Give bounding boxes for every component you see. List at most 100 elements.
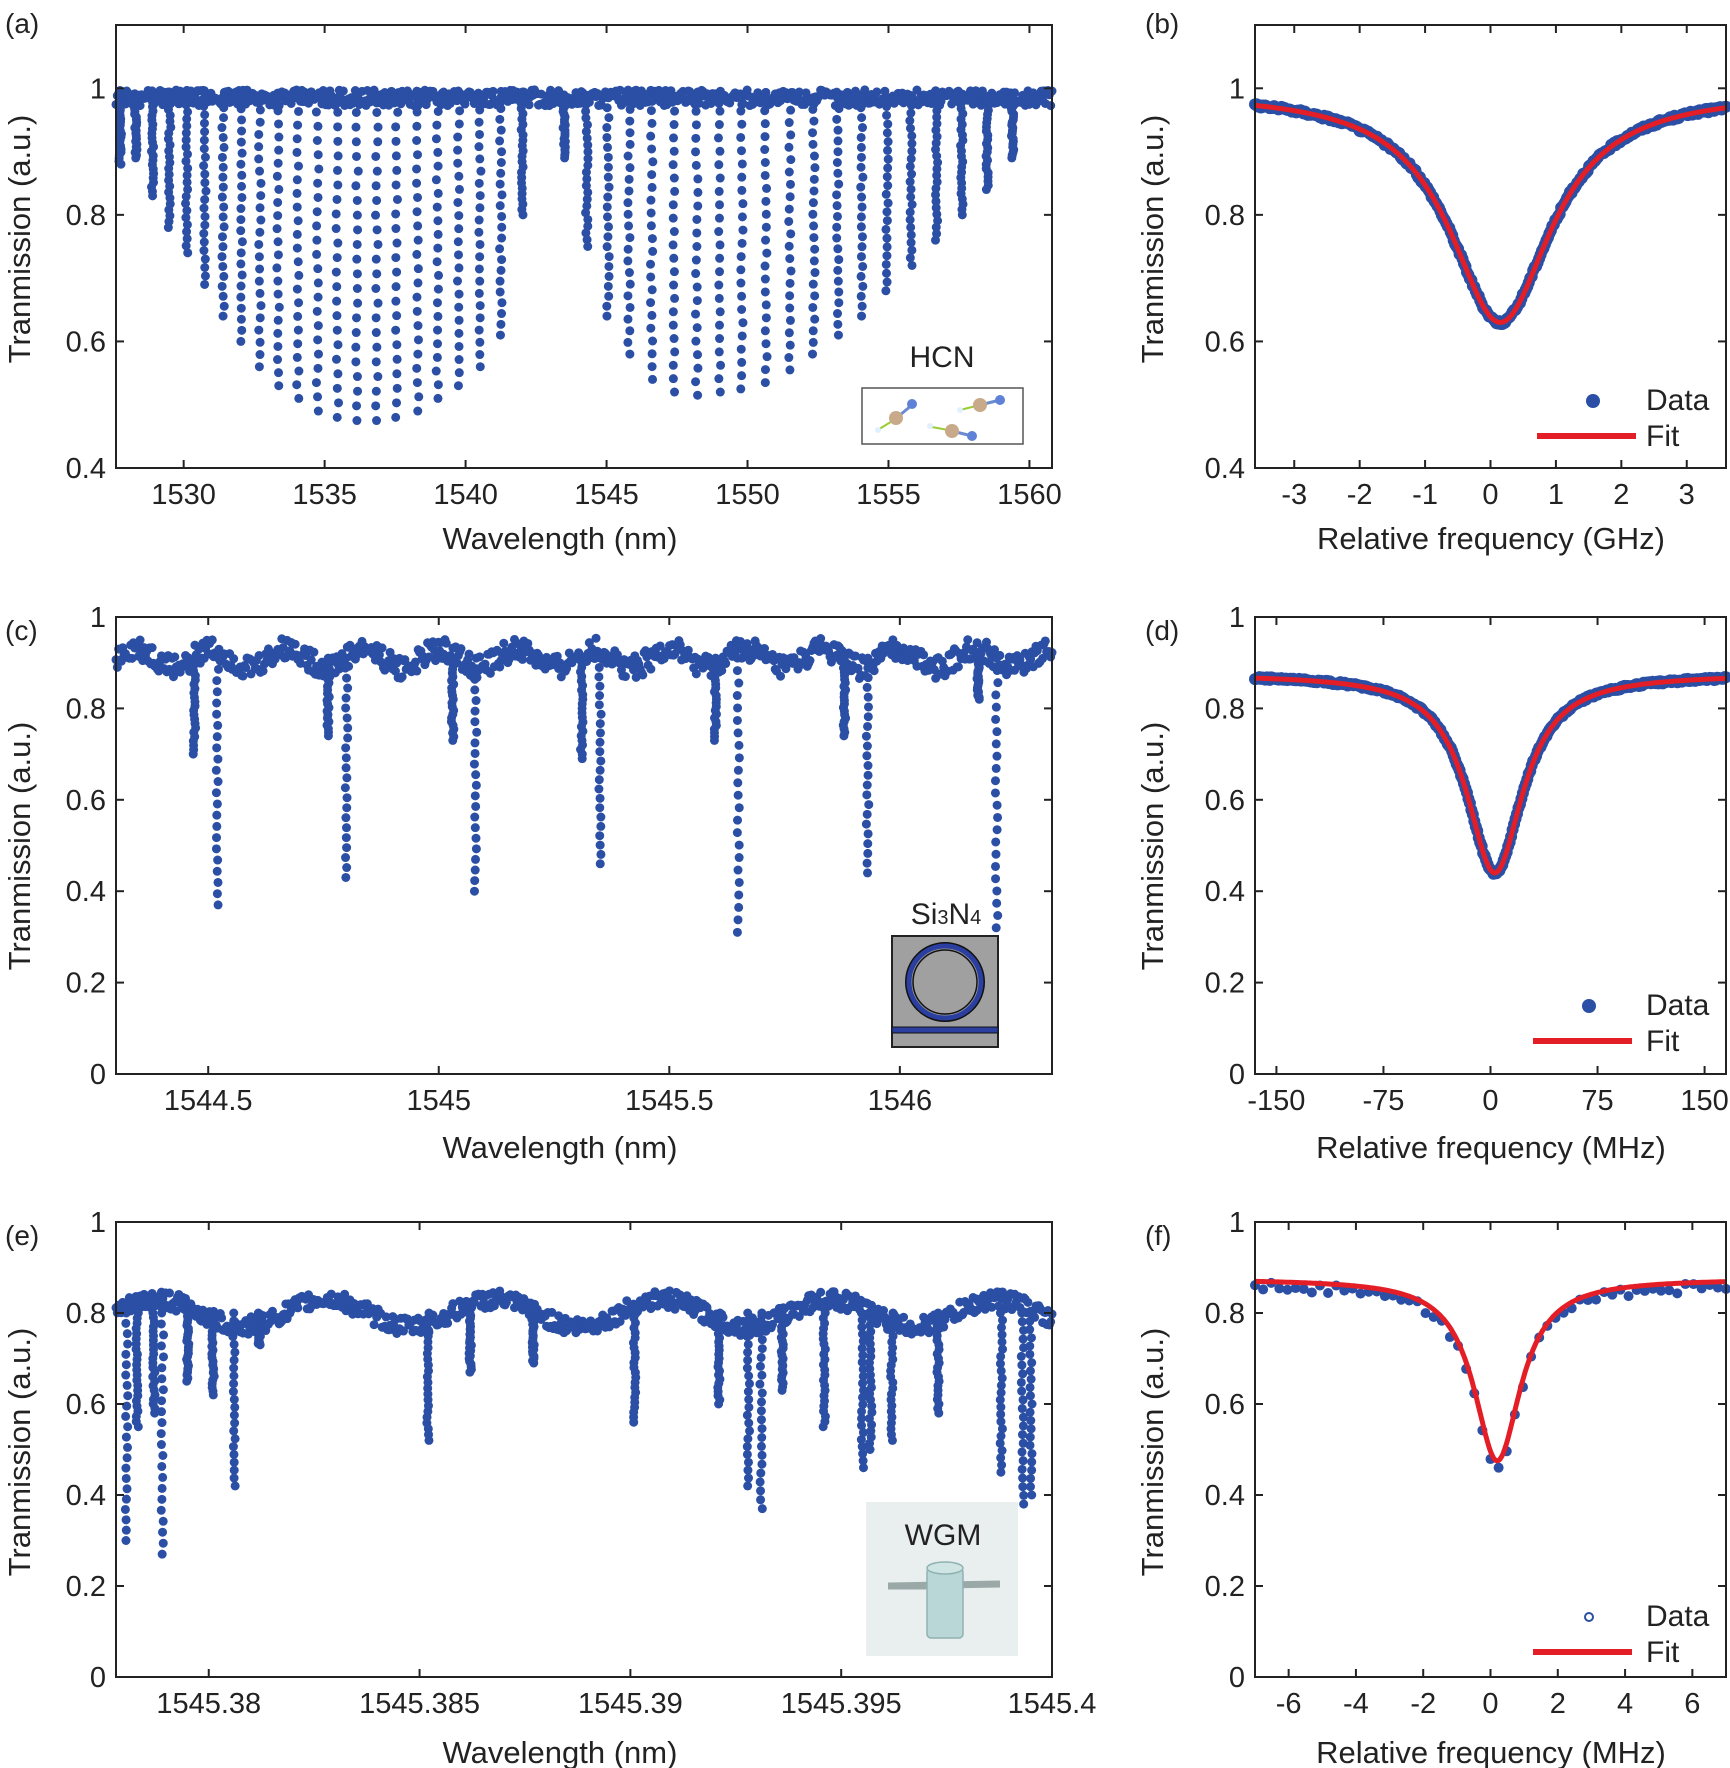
x-tick-label: 1545.38 — [156, 1688, 261, 1720]
dip-point — [762, 183, 772, 193]
dip-point — [810, 291, 820, 301]
x-axis-label-d: Relative frequency (MHz) — [1316, 1130, 1666, 1165]
dip-point — [351, 357, 361, 367]
dip-point — [218, 261, 228, 271]
dip-point — [648, 157, 658, 167]
y-tick-label: 0 — [90, 1059, 106, 1091]
dip-point — [475, 301, 485, 311]
dip-point — [834, 179, 844, 189]
dip-point — [604, 261, 614, 271]
dip-point — [1026, 1424, 1036, 1434]
dip-point — [212, 866, 222, 876]
dip-point — [412, 292, 422, 302]
dip-point — [762, 352, 772, 362]
dip-point — [495, 287, 505, 297]
dip-point — [784, 167, 794, 177]
dip-point — [692, 214, 702, 224]
dip-point — [182, 149, 192, 159]
dip-point — [229, 1379, 239, 1389]
dip-point — [744, 1394, 754, 1404]
y-tick-label: 1 — [1229, 1207, 1245, 1239]
dip-point — [669, 120, 679, 130]
dip-point — [734, 877, 744, 887]
dip-point — [432, 93, 442, 103]
dip-point — [603, 232, 613, 242]
dip-point — [1027, 1457, 1037, 1467]
dip-point — [856, 142, 866, 152]
x-tick-label: 1545 — [407, 1085, 472, 1117]
dip-point — [313, 349, 323, 359]
dip-point — [784, 241, 794, 251]
dip-point — [583, 160, 593, 170]
dip-point — [757, 1370, 767, 1380]
dip-point — [475, 203, 485, 213]
dip-point — [292, 147, 302, 157]
dip-point — [668, 360, 678, 370]
wgm-cylinder — [926, 1567, 964, 1639]
dip-point — [991, 923, 1001, 933]
dip-point — [333, 136, 343, 146]
dip-point — [157, 1549, 167, 1559]
dip-point — [857, 113, 867, 123]
dip-point — [736, 93, 746, 103]
dip-point — [757, 1450, 767, 1460]
dip-point — [595, 681, 605, 691]
dip-point — [809, 151, 819, 161]
dip-point — [412, 164, 422, 174]
dip-point — [625, 326, 635, 336]
dip-point — [163, 223, 173, 233]
dip-point — [858, 1392, 868, 1402]
axes-frame — [115, 616, 1053, 1075]
dip-point — [785, 315, 795, 325]
dip-point — [236, 281, 246, 291]
dip-point — [906, 93, 916, 103]
dip-point — [433, 188, 443, 198]
dip-point — [785, 254, 795, 264]
dip-point — [392, 340, 402, 350]
dip-point — [274, 381, 284, 391]
dip-point — [213, 900, 223, 910]
dip-point — [212, 687, 222, 697]
dip-point — [373, 372, 383, 382]
plot-area-e: 1545.38 1545.385 1545.39 1545.395 1545.400.2… — [66, 1207, 1097, 1720]
data-point — [1591, 1294, 1602, 1305]
dip-point — [200, 271, 210, 281]
dip-point — [254, 154, 264, 164]
dip-point — [353, 93, 363, 103]
dip-point — [342, 863, 352, 873]
dip-point — [371, 357, 381, 367]
dip-point — [213, 777, 223, 787]
data-point — [749, 650, 759, 660]
dip-point — [341, 833, 351, 843]
dip-point — [236, 292, 246, 302]
dip-point — [713, 133, 723, 143]
dip-point — [274, 119, 284, 129]
dip-point — [229, 1473, 239, 1483]
x-tick-label: 1530 — [151, 479, 216, 511]
dip-point — [181, 213, 191, 223]
dip-point — [931, 99, 941, 109]
dip-point — [832, 211, 842, 221]
dip-point — [996, 1351, 1006, 1361]
y-tick-label: 0.2 — [66, 968, 106, 1000]
dip-point — [857, 1343, 867, 1353]
dip-point — [341, 853, 351, 863]
fit-curve — [1254, 675, 1727, 876]
dip-point — [332, 282, 342, 292]
dip-point — [760, 274, 770, 284]
dip-point — [669, 173, 679, 183]
panel-label-c: (c) — [5, 615, 38, 646]
dip-point — [454, 171, 464, 181]
dip-point — [529, 1358, 539, 1368]
dip-point — [882, 93, 892, 103]
y-tick-label: 0.6 — [66, 1389, 106, 1421]
dip-point — [863, 839, 873, 849]
dip-point — [623, 244, 633, 254]
dip-point — [212, 821, 222, 831]
dip-point — [323, 731, 333, 741]
dip-point — [756, 1397, 766, 1407]
dip-point — [714, 186, 724, 196]
dip-point — [907, 200, 917, 210]
dip-point — [603, 192, 613, 202]
dip-point — [351, 137, 361, 147]
